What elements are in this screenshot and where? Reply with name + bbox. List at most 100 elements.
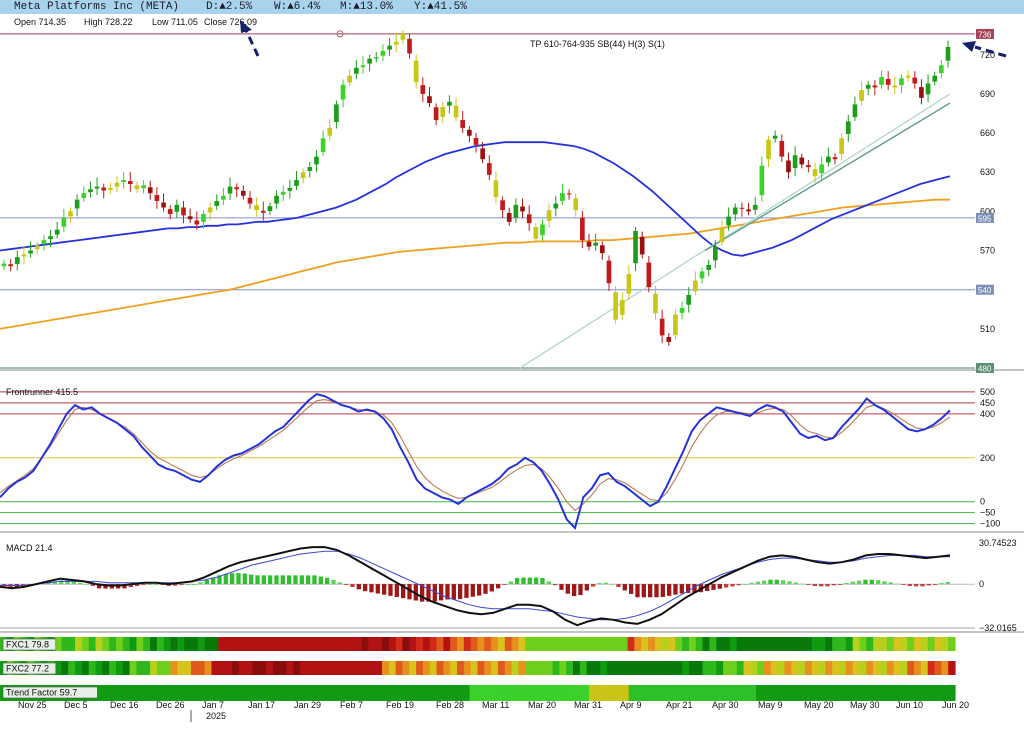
trend-cell — [95, 685, 105, 701]
fxc1-cell — [559, 637, 567, 651]
candle-body — [161, 202, 166, 208]
candle-body — [260, 210, 266, 213]
fxc1-cell — [395, 637, 404, 651]
fxc1-cell — [225, 637, 233, 651]
ohlc-low: Low 711.05 — [152, 17, 198, 27]
fxc1-cell — [743, 637, 751, 651]
fxc2-cell — [129, 661, 138, 675]
ma-orange-line — [0, 198, 950, 330]
trend-cell — [676, 685, 686, 701]
fxc2-cell — [443, 661, 451, 675]
trend-cell — [358, 685, 367, 701]
fxc2-cell — [54, 661, 62, 675]
fxc2-cell — [204, 661, 213, 675]
trend-cell — [573, 685, 582, 701]
fxc2-cell — [313, 661, 322, 675]
fxc1-cell — [532, 637, 540, 651]
candle-body — [486, 163, 492, 175]
fxc2-cell — [395, 661, 404, 675]
candle-body — [334, 104, 339, 123]
fxc1-cell — [272, 637, 281, 651]
trend-cell — [827, 685, 837, 701]
strip-label-bg — [2, 638, 57, 651]
candle-body — [646, 262, 652, 288]
candle-body — [566, 193, 572, 195]
fxc2-cell — [914, 661, 922, 675]
macd-histogram-bar — [344, 584, 349, 585]
candle-body — [812, 169, 818, 177]
fxc1-cell — [648, 637, 656, 651]
trend-cell — [135, 685, 144, 701]
frontrunner-tick-label: 400 — [980, 409, 995, 419]
fxc2-cell — [122, 661, 131, 675]
strip-label-bg — [2, 662, 57, 675]
candle-body — [832, 157, 838, 160]
frontrunner-tick-label: 200 — [980, 453, 995, 463]
candle-body — [599, 245, 605, 254]
candle-body — [214, 200, 220, 206]
fxc1-cell — [845, 637, 854, 651]
macd-histogram-bar — [318, 576, 323, 585]
macd-histogram-bar — [933, 584, 938, 585]
trend-cell — [525, 685, 534, 701]
trend-cell — [636, 685, 646, 701]
fxc1-cell — [361, 637, 369, 651]
trend-cell — [501, 685, 510, 701]
fxc1-cell — [736, 637, 745, 651]
macd-histogram-bar — [147, 584, 152, 585]
fxc1-cell — [54, 637, 62, 651]
trend-cell — [461, 685, 471, 701]
fxc1-cell — [873, 637, 881, 651]
fxc1-cell — [484, 637, 492, 651]
trend-cell — [326, 685, 335, 701]
candle-body — [94, 186, 100, 189]
candle-body — [88, 189, 93, 193]
fxc1-cell — [286, 637, 294, 651]
macd-histogram-bar — [236, 573, 241, 585]
candle-body — [8, 264, 13, 267]
trend-cell — [493, 685, 502, 701]
trend-cell — [716, 685, 725, 701]
frontrunner-label: Frontrunner 415.5 — [6, 387, 78, 397]
fxc1-cell — [525, 637, 533, 651]
fxc2-cell — [620, 661, 629, 675]
macd-histogram-bar — [597, 582, 602, 585]
trend-cell — [429, 685, 439, 701]
macd-histogram-bar — [217, 575, 222, 585]
macd-histogram-bar — [439, 584, 444, 601]
strip-label-bg — [2, 686, 98, 699]
heatmap-panel: FXC1 79.8 FXC2 77.2 Trend Factor 59.7 — [0, 637, 956, 701]
year-label: 2025 — [206, 711, 226, 721]
macd-histogram-bar — [52, 581, 57, 585]
trend-cell — [732, 685, 741, 701]
fxc1-cell — [109, 637, 117, 651]
candle-body — [865, 84, 871, 89]
candle-body — [786, 160, 791, 173]
fxc1-cell — [764, 637, 772, 651]
fxc1-cell — [900, 637, 908, 651]
candle-body — [194, 220, 200, 225]
candle-body — [679, 307, 685, 313]
frontrunner-tick-label: −100 — [980, 519, 1000, 529]
fxc2-cell — [688, 661, 697, 675]
price-box-label-bg — [976, 363, 994, 373]
trend-cell — [819, 685, 829, 701]
candle-body — [752, 204, 758, 210]
trend-cell — [923, 685, 932, 701]
x-tick-label: Dec 26 — [156, 700, 185, 710]
fxc2-cell — [777, 661, 786, 675]
macd-histogram-bar — [160, 584, 165, 585]
macd-histogram-bar — [648, 584, 653, 598]
trend-cell — [939, 685, 948, 701]
candle-body — [653, 293, 658, 314]
candle-body — [467, 129, 472, 136]
fxc2-cell — [525, 661, 533, 675]
trend-cell — [143, 685, 152, 701]
macd-histogram-bar — [293, 575, 298, 585]
candle-body — [327, 127, 333, 136]
fxc2-cell — [422, 661, 431, 675]
macd-histogram-bar — [793, 582, 798, 585]
trend-cell — [413, 685, 423, 701]
macd-histogram-bar — [553, 584, 558, 586]
